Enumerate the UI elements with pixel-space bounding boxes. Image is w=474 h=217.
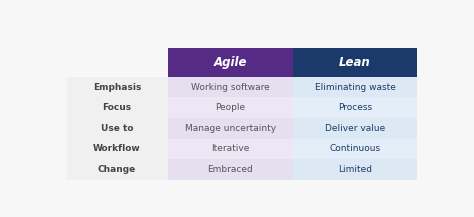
Text: Lean: Lean bbox=[339, 56, 371, 69]
Text: Eliminating waste: Eliminating waste bbox=[315, 83, 395, 92]
Bar bbox=[168, 159, 292, 180]
Bar bbox=[168, 118, 292, 139]
Text: Continuous: Continuous bbox=[329, 144, 381, 153]
Bar bbox=[66, 118, 168, 139]
Bar bbox=[292, 139, 418, 159]
Bar bbox=[292, 48, 418, 77]
Text: Limited: Limited bbox=[338, 165, 372, 174]
Bar bbox=[66, 97, 168, 118]
Text: Focus: Focus bbox=[102, 103, 132, 112]
Text: Use to: Use to bbox=[101, 124, 133, 133]
Bar bbox=[292, 159, 418, 180]
Bar bbox=[66, 77, 168, 97]
Bar bbox=[168, 139, 292, 159]
Bar bbox=[168, 48, 292, 77]
Text: Change: Change bbox=[98, 165, 136, 174]
Bar bbox=[292, 118, 418, 139]
Text: Agile: Agile bbox=[213, 56, 247, 69]
Bar bbox=[66, 159, 168, 180]
Bar bbox=[66, 139, 168, 159]
Text: Iterative: Iterative bbox=[211, 144, 249, 153]
Bar bbox=[292, 77, 418, 97]
Text: Emphasis: Emphasis bbox=[93, 83, 141, 92]
Text: Manage uncertainty: Manage uncertainty bbox=[184, 124, 275, 133]
Text: Workflow: Workflow bbox=[93, 144, 141, 153]
Text: Working software: Working software bbox=[191, 83, 269, 92]
Bar bbox=[168, 77, 292, 97]
Bar bbox=[292, 97, 418, 118]
Bar bbox=[168, 97, 292, 118]
Text: Process: Process bbox=[338, 103, 372, 112]
Text: Embraced: Embraced bbox=[207, 165, 253, 174]
Text: People: People bbox=[215, 103, 245, 112]
Text: Deliver value: Deliver value bbox=[325, 124, 385, 133]
